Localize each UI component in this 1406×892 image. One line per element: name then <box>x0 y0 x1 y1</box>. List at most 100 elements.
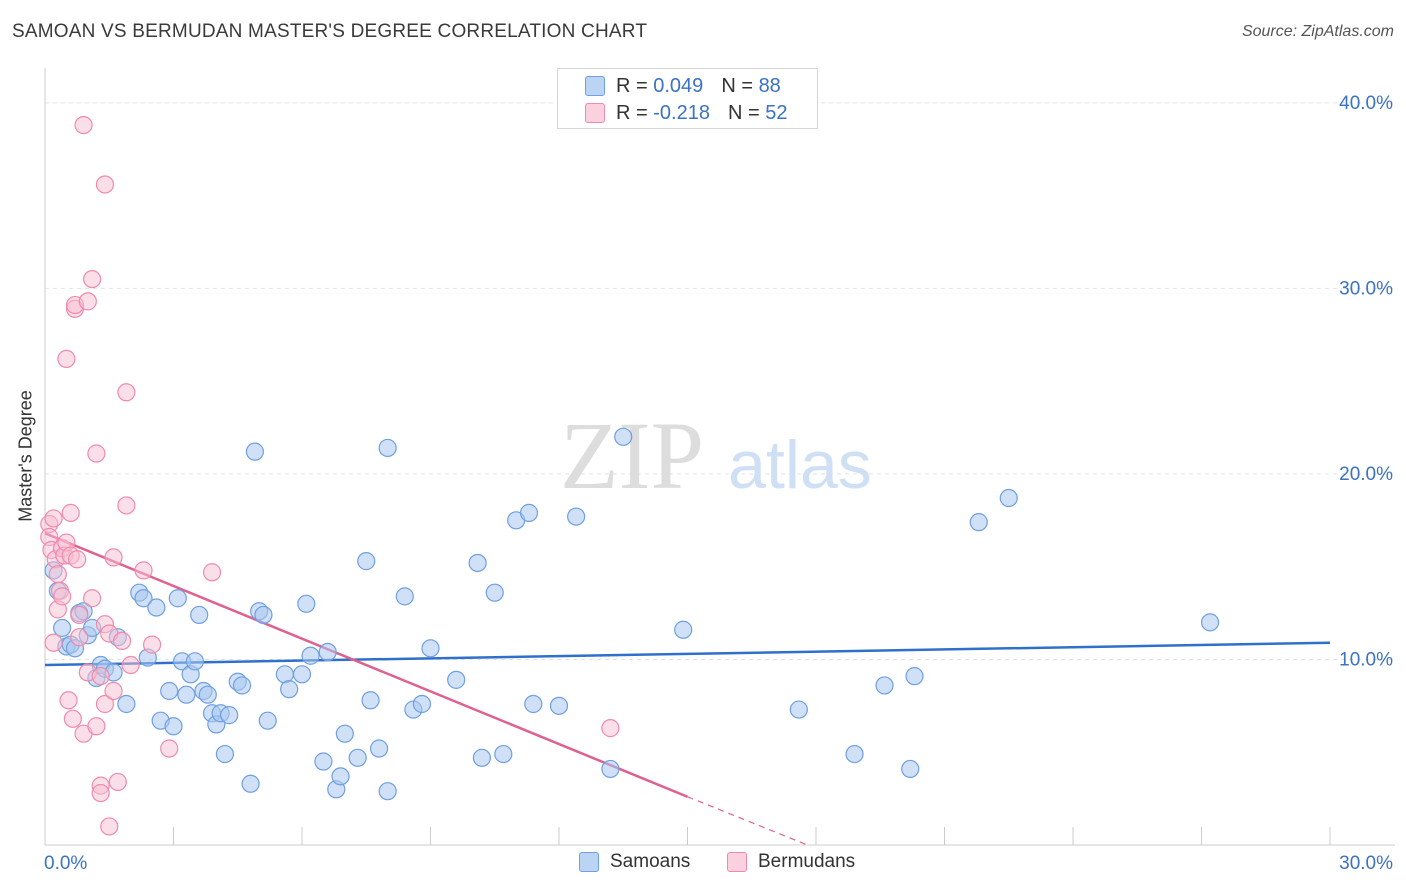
bermudans-point <box>91 667 110 686</box>
samoans-point <box>614 427 633 446</box>
bermudans-point <box>59 691 78 710</box>
bermudans-point <box>44 633 63 652</box>
samoans-point <box>468 553 487 573</box>
series-legend: Samoans Bermudans <box>0 851 1406 877</box>
watermark-atlas: atlas <box>728 427 872 503</box>
legend-label-bermudans: Bermudans <box>758 851 856 872</box>
samoans-point <box>494 744 513 764</box>
samoans-point <box>215 744 234 764</box>
gridlines <box>45 102 1395 660</box>
samoans-legend-swatch <box>579 852 599 872</box>
samoans-point <box>147 598 166 617</box>
samoans-point <box>485 583 504 602</box>
samoans-point <box>969 513 988 532</box>
n-value-samoans: 88 <box>758 74 781 97</box>
bermudans-point <box>117 383 136 402</box>
samoans-point <box>280 680 299 699</box>
samoans-point <box>185 652 205 671</box>
samoans-point <box>318 642 337 662</box>
samoans-swatch <box>585 76 605 96</box>
bermudans-point <box>57 349 76 368</box>
samoans-point <box>297 594 316 613</box>
stats-legend: R = 0.049 N = 88 R = -0.218 N = 52 <box>557 68 818 129</box>
bermudans-point <box>601 719 620 738</box>
samoans-point <box>905 667 924 686</box>
samoans-point <box>168 589 187 608</box>
bermudans-point <box>134 561 153 580</box>
n-label: N = <box>721 74 753 97</box>
samoans-point <box>331 767 350 786</box>
samoans-point <box>845 744 864 764</box>
samoans-point <box>674 620 693 639</box>
bermudans-point <box>68 550 87 569</box>
samoans-point <box>117 694 136 714</box>
y-tick-label: 20.0% <box>1339 464 1393 485</box>
samoans-point <box>348 748 367 767</box>
chart-title: SAMOAN VS BERMUDAN MASTER'S DEGREE CORRE… <box>12 21 648 42</box>
bermudans-point <box>78 292 97 311</box>
samoans-point <box>254 605 273 625</box>
samoans-point <box>134 589 153 608</box>
legend-label-samoans: Samoans <box>610 851 691 872</box>
samoans-point <box>301 646 320 665</box>
bermudans-point <box>63 709 82 728</box>
legend-item-samoans[interactable]: Samoans <box>579 851 690 873</box>
samoans-point <box>524 694 543 714</box>
source-label: Source: ZipAtlas.com <box>1241 23 1394 40</box>
bermudans-point <box>91 783 110 803</box>
bermudans-point <box>61 503 80 522</box>
samoans-point <box>357 552 376 571</box>
samoans-point <box>875 676 894 695</box>
samoans-point <box>160 681 179 701</box>
bermudans-point <box>108 772 127 792</box>
samoans-point <box>519 503 539 522</box>
bermudans-trend-extension <box>687 796 808 846</box>
bermudans-point <box>83 589 102 608</box>
samoans-point <box>361 691 380 710</box>
bermudans-point <box>95 694 115 714</box>
bermudans-point <box>104 548 123 567</box>
bermudans-point <box>74 115 93 135</box>
samoans-point <box>292 665 312 684</box>
watermark: ZIP atlas <box>560 402 872 509</box>
samoans-point <box>378 438 397 458</box>
samoans-point <box>190 605 209 625</box>
bermudans-point <box>142 635 162 654</box>
bermudans-point <box>202 563 222 582</box>
watermark-zip: ZIP <box>560 402 704 509</box>
samoans-point <box>421 639 440 658</box>
samoans-point <box>901 759 920 779</box>
samoans-point <box>335 724 354 743</box>
samoans-point <box>395 587 414 606</box>
bermudans-point <box>95 175 115 194</box>
samoans-point <box>999 488 1018 508</box>
bermudans-point <box>70 605 89 625</box>
n-value-bermudans: 52 <box>765 101 788 124</box>
r-label: R = <box>616 74 648 97</box>
samoans-point <box>567 507 586 526</box>
samoans-point <box>314 752 333 771</box>
n-label: N = <box>727 101 760 124</box>
bermudans-point <box>87 717 106 736</box>
y-tick-label: 30.0% <box>1339 278 1393 299</box>
r-value-samoans: 0.049 <box>653 74 704 97</box>
bermudans-point <box>121 655 140 675</box>
r-label: R = <box>616 101 648 124</box>
bermudans-point <box>53 587 72 606</box>
samoans-point <box>370 739 389 758</box>
bermudans-point <box>48 565 67 584</box>
bermudans-point <box>117 496 136 515</box>
bermudans-point <box>104 681 123 701</box>
samoans-point <box>232 676 252 695</box>
bermudans-point <box>44 509 63 528</box>
samoans-point <box>447 670 466 689</box>
samoans-point <box>53 618 72 638</box>
samoans-point <box>164 717 183 736</box>
legend-item-bermudans[interactable]: Bermudans <box>727 851 855 873</box>
samoans-point <box>378 782 397 801</box>
bermudans-legend-swatch <box>727 852 747 872</box>
r-value-bermudans: -0.218 <box>653 101 710 124</box>
stats-row-bermudans: R = -0.218 N = 52 <box>558 100 787 126</box>
bermudans-point <box>100 817 119 836</box>
